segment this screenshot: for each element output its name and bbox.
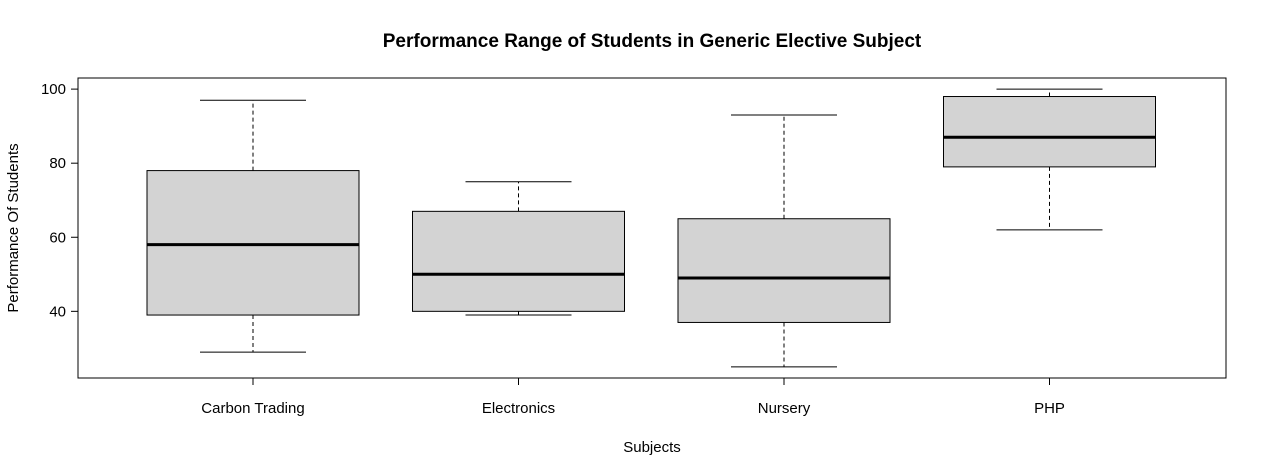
y-tick-label: 80 (49, 155, 66, 172)
iqr-box (943, 96, 1156, 168)
box-1 (146, 99, 360, 353)
y-tick-label: 40 (49, 303, 66, 320)
boxes-group (146, 88, 1156, 368)
box-3 (677, 114, 891, 368)
box-4 (943, 88, 1156, 231)
iqr-box (412, 210, 625, 312)
iqr-box (146, 170, 360, 316)
chart-title: Performance Range of Students in Generic… (383, 31, 922, 52)
y-tick-label: 100 (41, 81, 66, 98)
y-axis: 40 60 80 100 (41, 81, 79, 320)
x-tick-label: PHP (1034, 400, 1065, 417)
iqr-box (677, 218, 891, 323)
box-2 (412, 181, 625, 316)
x-tick-label: Electronics (482, 400, 555, 417)
y-tick-label: 60 (49, 229, 66, 246)
x-axis-label: Subjects (623, 439, 681, 456)
x-axis: Carbon Trading Electronics Nursery PHP (201, 377, 1065, 417)
y-axis-label: Performance Of Students (5, 143, 22, 312)
x-tick-label: Carbon Trading (201, 400, 304, 417)
x-tick-label: Nursery (758, 400, 811, 417)
